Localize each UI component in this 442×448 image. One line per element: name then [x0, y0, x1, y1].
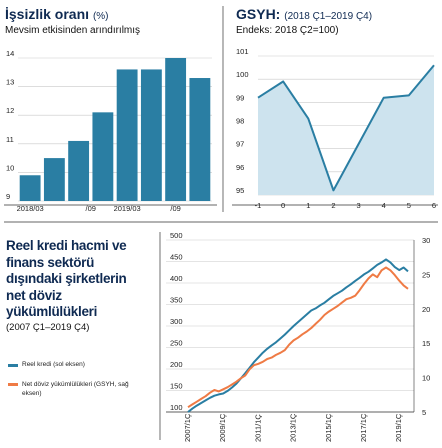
unemployment-title: İşsizlik oranı (%): [5, 6, 109, 22]
credit-left-y-tick: 350: [170, 296, 183, 305]
gdp-x-tick: 5: [407, 201, 411, 210]
unemployment-y-tick: 14: [6, 49, 14, 58]
credit-x-tick: 2007/1Ç: [183, 413, 192, 442]
credit-x-tick: 2011/1Ç: [253, 414, 262, 442]
unemployment-bar: [165, 58, 187, 201]
credit-right-y-tick: 10: [422, 374, 430, 383]
unemployment-title-unit: (%): [92, 11, 109, 22]
credit-x-tick: 2015/1Ç: [324, 413, 333, 442]
gdp-y-tick: 99: [236, 93, 244, 102]
unemployment-y-tick: 11: [6, 135, 14, 144]
unemployment-bar: [189, 78, 211, 201]
credit-left-y-tick: 500: [170, 231, 183, 240]
gdp-title-text: GSYH:: [236, 6, 281, 22]
unemployment-bar: [140, 69, 162, 201]
credit-right-y-tick: 15: [422, 339, 430, 348]
credit-left-y-tick: 400: [170, 274, 183, 283]
credit-left-y-tick: 250: [170, 339, 183, 348]
unemployment-bar: [43, 158, 65, 201]
unemployment-title-text: İşsizlik oranı: [5, 6, 90, 22]
credit-subtitle: (2007 Ç1–2019 Ç4): [6, 322, 90, 333]
gdp-title: GSYH: (2018 Ç1–2019 Ç4): [236, 6, 372, 22]
credit-series-line: [187, 258, 409, 413]
unemployment-y-tick: 12: [6, 106, 14, 115]
credit-title-line-2: finans sektörü: [6, 254, 95, 270]
gdp-x-tick: -1: [255, 201, 262, 210]
credit-right-y-tick: 30: [422, 236, 430, 245]
unemployment-chart: 9 10 11 12 13 14 2018/03/09 2019/03/09: [6, 49, 212, 213]
gdp-x-tick: 2: [331, 201, 335, 210]
credit-title-line-1: Reel kredi hacmi ve: [6, 238, 127, 253]
gdp-y-tick: 98: [236, 117, 244, 126]
legend-swatch-credit: [8, 364, 18, 367]
unemployment-x-tick: 2018/03: [17, 204, 44, 213]
credit-left-y-tick: 450: [170, 253, 183, 262]
credit-x-tick: 2019/1Ç: [394, 413, 403, 442]
unemployment-bar: [68, 140, 90, 201]
legend-label-fx: Net döviz yükümlülükleri (GSYH, sağ ekse…: [22, 381, 129, 397]
unemployment-bar: [92, 112, 114, 201]
credit-title-line-4: net döviz: [6, 287, 62, 303]
credit-title-line-5: yükümlülükleri: [6, 304, 98, 319]
legend-label-credit: Reel kredi (sol eksen): [22, 361, 85, 368]
credit-left-y-tick: 300: [170, 317, 183, 326]
credit-left-y-tick: 150: [170, 382, 183, 391]
unemployment-x-tick: /09: [86, 204, 96, 213]
credit-right-y-tick: 25: [422, 270, 430, 279]
credit-left-y-tick: 200: [170, 360, 183, 369]
unemployment-x-tick: 2019/03: [114, 204, 141, 213]
fx-liabilities-series-line: [187, 266, 409, 409]
credit-x-tick: 2009/1Ç: [218, 413, 227, 442]
credit-right-y-tick: 5: [422, 408, 426, 417]
gdp-x-tick: 0: [281, 201, 285, 210]
gdp-x-tick: 1: [306, 201, 310, 210]
gdp-y-tick: 101: [236, 47, 249, 56]
gdp-y-tick: 96: [236, 163, 244, 172]
gdp-y-tick: 97: [236, 140, 244, 149]
credit-x-tick: 2017/1Ç: [359, 413, 368, 442]
gdp-y-tick: 95: [236, 186, 244, 195]
unemployment-y-tick: 13: [6, 78, 14, 87]
gdp-line: [257, 64, 435, 192]
credit-chart: 100 150 200 250 300 350 400 450 500 5 10 15 20 25 30 20…: [166, 231, 430, 442]
credit-left-y-tick: 100: [170, 403, 183, 412]
gdp-chart: 95 96 97 98 99 100 101 -1 0 1 2 3 4 5 6: [236, 47, 436, 210]
gdp-x-tick: 3: [356, 201, 360, 210]
credit-title-line-3: dışındaki şirketlerin: [6, 271, 127, 286]
gdp-x-tick: 6: [432, 201, 436, 210]
gdp-title-range: (2018 Ç1–2019 Ç4): [284, 11, 373, 22]
credit-right-y-tick: 20: [422, 305, 430, 314]
unemployment-x-tick: /09: [170, 204, 180, 213]
unemployment-y-tick: 10: [6, 163, 14, 172]
credit-x-tick: 2013/1Ç: [289, 413, 298, 442]
gdp-x-tick: 4: [382, 201, 386, 210]
unemployment-bar: [19, 175, 41, 201]
gdp-subtitle: Endeks: 2018 Ç2=100): [236, 25, 339, 36]
legend-swatch-fx: [8, 383, 18, 386]
unemployment-subtitle: Mevsim etkisinden arındırılmış: [5, 25, 141, 36]
unemployment-bar: [116, 69, 138, 201]
unemployment-y-tick: 9: [6, 192, 10, 201]
credit-title: Reel kredi hacmi ve finans sektörü dışın…: [6, 238, 127, 321]
gdp-y-tick: 100: [236, 70, 249, 79]
